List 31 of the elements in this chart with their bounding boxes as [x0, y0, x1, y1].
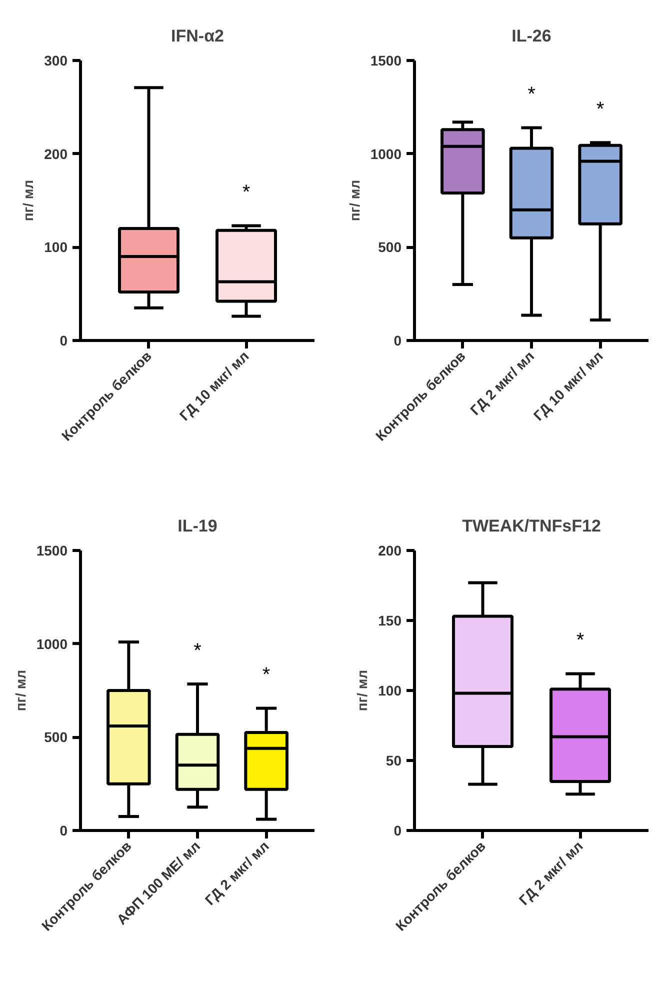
annotation: * — [194, 640, 202, 662]
y-tick-label: 100 — [44, 239, 68, 256]
y-tick-label: 1500 — [370, 52, 402, 68]
y-axis-title: пг/ мл — [12, 670, 28, 712]
y-tick-label: 0 — [394, 332, 402, 348]
y-tick-label: 50 — [386, 752, 402, 768]
y-tick-label: 0 — [60, 332, 68, 348]
chart-title: IL-26 — [512, 26, 552, 46]
y-tick-label: 1000 — [36, 636, 68, 652]
y-tick-label: 500 — [378, 239, 402, 256]
annotation: * — [596, 98, 604, 121]
y-axis-title: пг/ мл — [20, 180, 36, 222]
y-tick-label: 500 — [44, 729, 68, 746]
y-tick-label: 100 — [378, 682, 402, 698]
y-axis-title: пг/ мл — [346, 180, 362, 222]
y-tick-label: 300 — [44, 52, 68, 68]
chart-title: IL-19 — [178, 516, 218, 536]
chart-title: TWEAK/TNFsF12 — [462, 516, 601, 536]
annotation: * — [242, 182, 250, 204]
annotation: * — [576, 630, 584, 652]
y-tick-label: 150 — [378, 612, 402, 628]
y-axis-title: пг/ мл — [354, 670, 370, 712]
annotation: * — [528, 84, 536, 106]
y-tick-label: 1000 — [370, 146, 402, 162]
y-tick-label: 1500 — [36, 542, 68, 558]
y-tick-label: 0 — [394, 822, 402, 838]
chart-title: IFN-α2 — [171, 26, 224, 46]
annotation: * — [262, 664, 270, 686]
y-tick-label: 200 — [378, 542, 402, 558]
y-tick-label: 0 — [60, 822, 68, 838]
y-tick-label: 200 — [44, 146, 68, 162]
